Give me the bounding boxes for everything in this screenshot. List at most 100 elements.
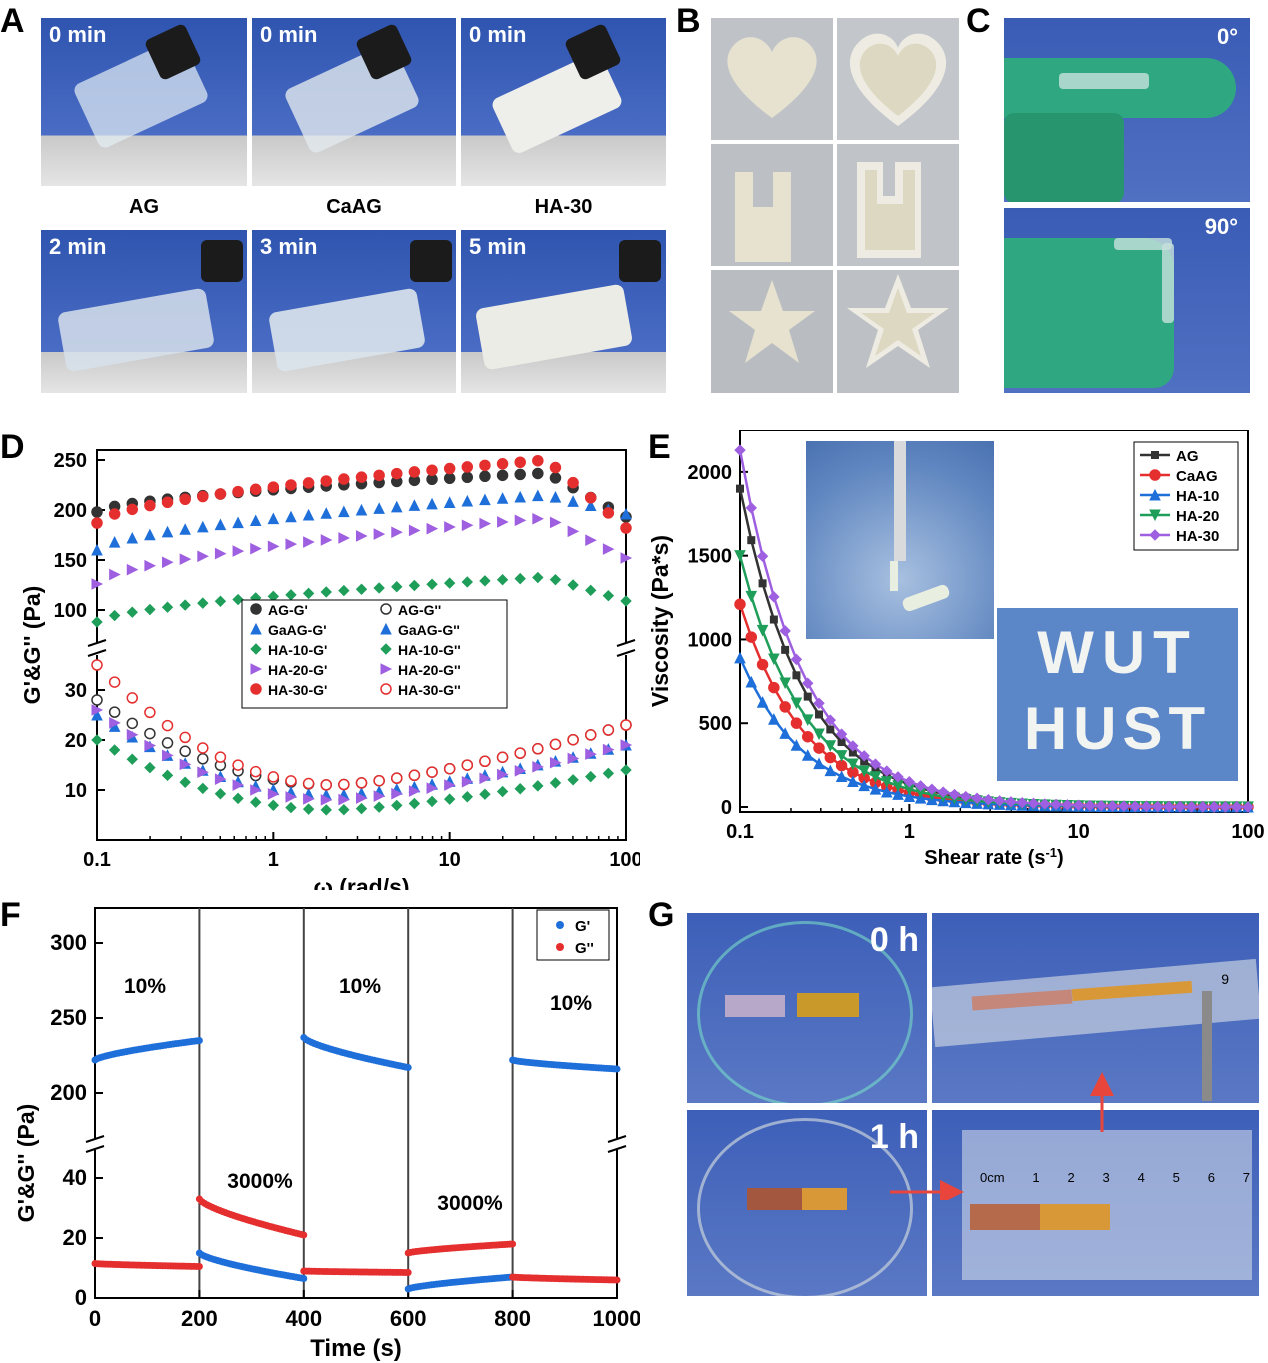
data-point — [1118, 800, 1130, 812]
data-point — [779, 625, 791, 637]
healed-gel — [970, 1204, 1110, 1230]
data-point — [567, 579, 579, 591]
data-point — [214, 518, 227, 531]
x-axis-title: Time (s) — [310, 1335, 402, 1362]
data-point — [869, 782, 882, 795]
finger-photo-90deg: 90° — [1004, 208, 1250, 393]
data-point — [161, 496, 174, 509]
data-point — [214, 788, 227, 800]
ruler-tick: 2 — [1067, 1170, 1075, 1185]
ruler-healed-photo: 0cm 1 2 3 4 5 6 7 — [932, 1110, 1259, 1296]
y-tick-label: 150 — [54, 550, 87, 572]
data-point — [426, 464, 438, 476]
data-point — [232, 759, 244, 771]
time-label: 0 min — [260, 22, 318, 47]
data-point — [443, 577, 456, 589]
data-point — [179, 523, 191, 535]
data-point — [195, 1037, 203, 1044]
data-point — [391, 581, 403, 593]
legend-marker — [1151, 451, 1159, 459]
data-point — [479, 788, 491, 800]
data-point — [1050, 798, 1062, 811]
data-point — [408, 769, 421, 782]
data-point — [302, 587, 315, 600]
data-point — [197, 766, 209, 779]
axis-break-mark — [87, 649, 107, 657]
panel-label-b: B — [676, 2, 701, 40]
panel-label-f: F — [0, 896, 21, 934]
data-point — [373, 502, 385, 514]
data-point — [858, 765, 870, 778]
hydrogel-strip — [1114, 238, 1172, 250]
data-point — [496, 573, 509, 586]
data-point — [584, 729, 597, 741]
y-tick-label: 10 — [65, 780, 87, 802]
y-tick-label: 20 — [63, 1225, 87, 1250]
legend-marker — [380, 683, 392, 695]
data-point — [1219, 801, 1232, 813]
data-point — [869, 758, 882, 770]
legend-marker — [1149, 488, 1161, 501]
data-point — [835, 770, 848, 783]
data-point — [391, 787, 403, 800]
gel-sample-left — [725, 995, 785, 1017]
data-point — [496, 469, 509, 482]
data-point — [197, 490, 209, 503]
data-point — [835, 750, 848, 762]
data-point — [338, 505, 350, 518]
data-point — [408, 797, 421, 810]
data-point — [549, 756, 562, 769]
data-point — [1163, 800, 1175, 813]
y-tick-label: 1500 — [688, 546, 733, 568]
data-point — [937, 786, 949, 798]
data-point — [126, 563, 139, 576]
data-point — [802, 677, 814, 689]
x-tick-label: 10 — [1068, 821, 1090, 843]
legend-label: AG-G'' — [398, 602, 441, 618]
sample-label-ha30: HA-30 — [534, 196, 593, 218]
data-point — [214, 547, 227, 560]
data-point — [391, 772, 403, 784]
data-point — [813, 728, 825, 741]
tweezers — [1202, 991, 1212, 1101]
legend-label: HA-10 — [1176, 488, 1219, 505]
data-point — [745, 631, 758, 643]
data-point — [1129, 800, 1141, 812]
y-axis-title: G'&G'' (Pa) — [13, 1104, 39, 1223]
time-label: 0 min — [469, 22, 527, 47]
data-point — [179, 776, 191, 788]
data-point — [232, 516, 244, 529]
ruler-scale: 0cm 1 2 3 4 5 6 7 — [980, 1170, 1250, 1190]
data-point — [320, 779, 332, 791]
data-point — [549, 573, 562, 586]
time-label: 5 min — [469, 234, 527, 259]
data-point — [585, 584, 597, 597]
data-point — [108, 508, 121, 520]
data-point — [461, 471, 474, 484]
data-point — [824, 740, 837, 752]
data-point — [790, 717, 803, 729]
data-point — [756, 658, 769, 671]
data-point — [232, 485, 244, 498]
data-point — [960, 790, 972, 803]
data-point — [232, 779, 245, 791]
data-point — [532, 743, 544, 755]
data-point — [179, 599, 191, 611]
data-point — [302, 508, 315, 521]
data-point — [285, 775, 297, 787]
data-point — [790, 697, 803, 710]
data-point — [509, 1240, 517, 1248]
axis-break-mark — [616, 639, 636, 647]
x-tick-label: 1 — [268, 849, 279, 871]
y-tick-label: 0 — [721, 797, 732, 819]
data-point — [461, 519, 474, 532]
data-point — [479, 493, 491, 506]
data-point — [479, 470, 491, 483]
data-point — [302, 803, 315, 815]
legend-marker — [250, 622, 262, 635]
panel-label-g: G — [648, 896, 675, 934]
data-point — [892, 788, 904, 800]
data-point — [479, 459, 491, 472]
data-point — [858, 779, 870, 792]
data-point — [756, 696, 769, 708]
